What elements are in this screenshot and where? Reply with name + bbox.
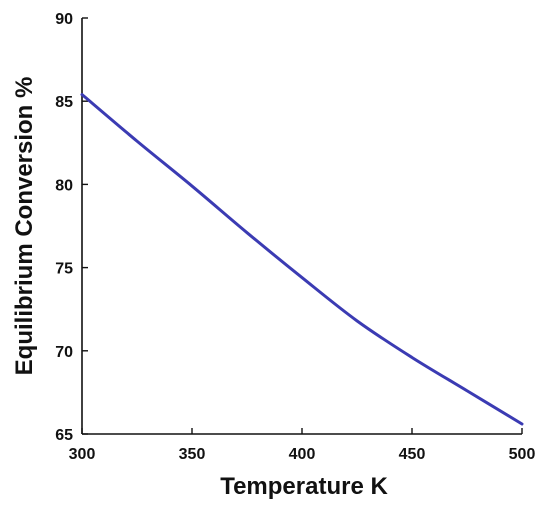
x-tick-label: 350 (179, 446, 206, 463)
y-tick-label: 85 (55, 94, 73, 111)
x-tick-label: 450 (399, 446, 426, 463)
y-tick-label: 70 (55, 344, 73, 361)
x-axis-ticks: 300 350 400 450 500 (69, 428, 536, 463)
x-tick-label: 300 (69, 446, 96, 463)
series-line (80, 93, 524, 426)
x-tick-label: 500 (509, 446, 536, 463)
y-axis-ticks: 65 70 75 80 85 90 (55, 11, 88, 444)
y-tick-label: 65 (55, 427, 73, 444)
x-axis-title: Temperature K (220, 473, 388, 500)
y-tick-label: 90 (55, 11, 73, 28)
y-tick-label: 75 (55, 261, 73, 278)
x-tick-label: 400 (289, 446, 316, 463)
y-axis-title: Equilibrium Conversion % (11, 77, 38, 376)
y-tick-label: 80 (55, 177, 73, 194)
